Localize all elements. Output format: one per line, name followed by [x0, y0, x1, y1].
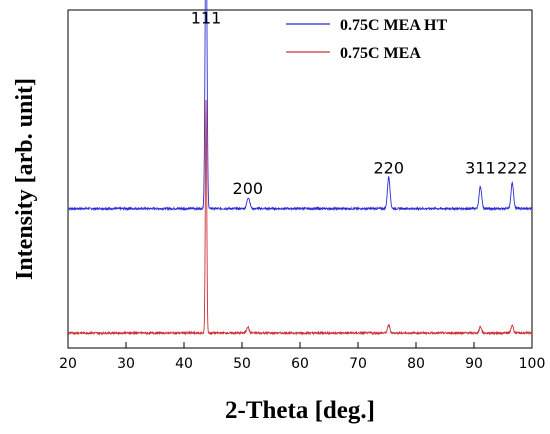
y-axis-title: Intensity [arb. unit]	[12, 78, 38, 280]
x-tick-label: 90	[465, 356, 483, 372]
peak-label: 222	[497, 159, 528, 178]
x-axis-ticks: 20 30 40 50 60 70 80 90 100	[59, 342, 545, 372]
peak-label: 311	[465, 159, 496, 178]
peak-annotations: 111 200 220 311 222	[191, 9, 528, 199]
legend-label: 0.75C MEA HT	[340, 17, 447, 34]
peak-label: 220	[373, 159, 404, 178]
x-tick-label: 70	[349, 356, 367, 372]
x-tick-label: 20	[59, 356, 77, 372]
legend-label: 0.75C MEA	[340, 45, 421, 62]
peak-label: 200	[233, 179, 264, 198]
x-tick-label: 50	[233, 356, 251, 372]
x-tick-label: 100	[519, 356, 546, 372]
x-tick-label: 40	[175, 356, 193, 372]
series-layer	[67, 0, 533, 336]
series-line-1	[67, 99, 533, 336]
plot-frame	[67, 9, 533, 349]
x-axis-title: 2-Theta [deg.]	[225, 397, 375, 424]
x-tick-label: 30	[117, 356, 135, 372]
x-tick-label: 60	[291, 356, 309, 372]
series-line-0	[67, 0, 533, 212]
x-tick-label: 80	[407, 356, 425, 372]
peak-label: 111	[191, 9, 222, 28]
legend: 0.75C MEA HT 0.75C MEA	[286, 17, 447, 62]
